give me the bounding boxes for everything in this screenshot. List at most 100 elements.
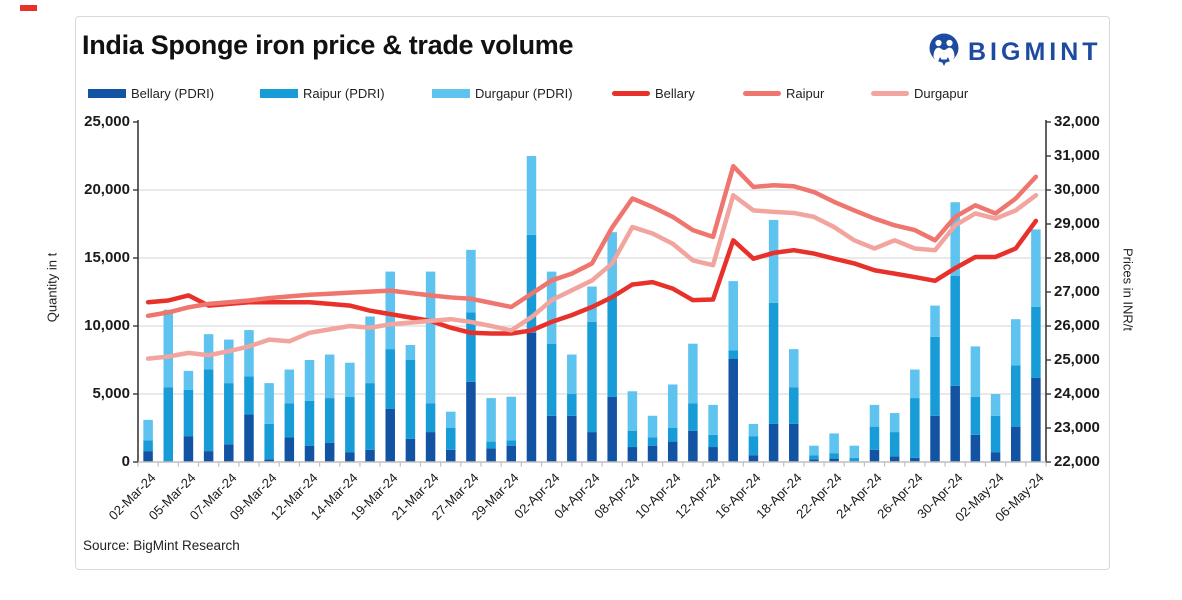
bar-segment	[546, 271, 557, 344]
bar-segment	[143, 419, 153, 441]
bar-segment	[567, 415, 577, 462]
bar-segment	[950, 275, 960, 386]
bar-segment	[506, 440, 517, 446]
legend-label: Bellary	[655, 86, 695, 101]
bar-segment	[365, 383, 375, 450]
bar-segment	[183, 370, 194, 390]
y-axis-label-right: 28,000	[1054, 249, 1100, 266]
bar-segment	[930, 305, 940, 337]
bar-segment	[667, 428, 678, 442]
bar-segment	[486, 441, 496, 449]
line-swatch-icon	[743, 91, 781, 96]
bar-segment	[567, 394, 577, 416]
bar-segment	[284, 403, 295, 438]
legend-item-durgapur-pdri: Durgapur (PDRI)	[432, 86, 573, 101]
bar-segment	[143, 440, 153, 452]
bar-segment	[647, 437, 658, 446]
bar-segment	[970, 434, 981, 462]
bar-segment	[486, 448, 496, 462]
legend-item-bellary-pdri: Bellary (PDRI)	[88, 86, 214, 101]
bar-segment	[889, 432, 900, 457]
bar-segment	[143, 451, 153, 462]
bar-segment	[990, 452, 1001, 462]
legend-item-raipur-pdri: Raipur (PDRI)	[260, 86, 385, 101]
bar-segment	[385, 408, 395, 462]
bar-segment	[425, 403, 436, 433]
bar-segment	[304, 400, 315, 446]
legend-label: Durgapur	[914, 86, 969, 101]
bar-segment	[425, 271, 436, 404]
bar-segment	[567, 354, 577, 394]
bar-segment	[203, 334, 214, 370]
bar-segment	[849, 445, 860, 458]
bar-segment	[1031, 306, 1041, 378]
bar-segment	[910, 369, 920, 399]
bar-segment	[1010, 426, 1021, 462]
y-axis-label-right: 27,000	[1054, 283, 1100, 300]
bar-segment	[183, 436, 194, 462]
bar-segment	[627, 447, 638, 462]
bar-segment	[446, 449, 456, 462]
bar-segment	[264, 459, 274, 462]
bar-segment	[950, 385, 960, 462]
legend-label: Durgapur (PDRI)	[475, 86, 573, 101]
bar-segment	[990, 415, 1001, 453]
bar-segment	[910, 398, 920, 458]
bar-segment	[768, 423, 779, 462]
bar-segment	[708, 404, 718, 435]
bar-segment	[365, 449, 375, 462]
bar-segment	[667, 384, 678, 428]
bar-segment	[688, 343, 698, 404]
line-swatch-icon	[871, 91, 909, 96]
bar-segment	[526, 234, 537, 333]
bar-segment	[950, 202, 960, 276]
bar-segment	[405, 360, 416, 439]
chart-title: India Sponge iron price & trade volume	[82, 30, 574, 60]
bar-segment	[224, 339, 234, 384]
bar-segment	[526, 156, 537, 235]
bar-segment	[284, 437, 295, 462]
bar-segment	[486, 398, 496, 442]
bar-segment	[990, 394, 1001, 416]
bar-segment	[284, 369, 295, 404]
legend-label: Bellary (PDRI)	[131, 86, 215, 101]
bar-segment	[829, 433, 839, 454]
legend-label: Raipur	[786, 86, 825, 101]
brand-logo: BIGMINT	[928, 33, 1102, 72]
bar-segment	[244, 376, 254, 415]
legend-item-bellary: Bellary	[612, 86, 695, 101]
bar-segment	[304, 360, 315, 401]
bar-segment	[627, 391, 638, 431]
bar-segment	[345, 452, 355, 462]
y-axis-label-left: 0	[121, 453, 130, 470]
bar-segment	[385, 271, 395, 350]
bar-segment	[446, 411, 456, 428]
y-axis-label-left: 10,000	[84, 317, 130, 334]
bar-segment	[607, 296, 617, 397]
bar-segment	[688, 430, 698, 462]
bar-segment	[970, 346, 981, 397]
y-axis-label-right: 30,000	[1054, 181, 1100, 198]
y-axis-label-right: 29,000	[1054, 215, 1100, 232]
bar-segment	[789, 349, 799, 388]
page-accent	[20, 5, 37, 11]
bars-bellary-pdri	[143, 332, 1041, 462]
bar-segment	[546, 415, 557, 462]
bar-segment	[506, 396, 517, 441]
bar-segment	[869, 404, 880, 427]
bar-segment	[587, 432, 597, 462]
bar-segment	[768, 219, 779, 303]
bar-segment	[466, 381, 476, 462]
bar-segment	[183, 389, 194, 437]
legend-label: Raipur (PDRI)	[303, 86, 385, 101]
bar-segment	[324, 398, 335, 443]
bar-segment	[748, 436, 759, 456]
bar-segment	[627, 430, 638, 448]
bar-segment	[667, 441, 678, 462]
bar-segment	[1010, 319, 1021, 366]
bar-segment	[930, 336, 940, 416]
bar-segment	[244, 330, 254, 377]
bar-segment	[425, 432, 436, 462]
